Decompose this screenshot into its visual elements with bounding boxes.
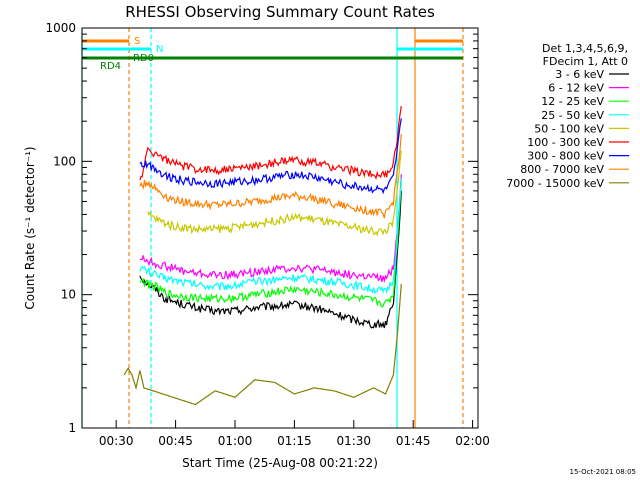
y-tick-label: 10	[61, 288, 76, 302]
series-line	[139, 118, 402, 195]
legend-header: Det 1,3,4,5,6,9,	[542, 42, 628, 55]
annotation-n: N	[156, 44, 163, 55]
annotation-rd4: RD4	[100, 61, 121, 72]
x-tick-label: 01:00	[218, 434, 253, 448]
series-line	[123, 284, 402, 406]
timestamp: 15-Oct-2021 08:05	[570, 468, 636, 476]
x-tick-label: 00:45	[158, 434, 193, 448]
x-tick-label: 01:15	[277, 434, 312, 448]
annotation-rd0: RD0	[133, 53, 154, 64]
x-tick-label: 00:30	[99, 434, 134, 448]
chart-title: RHESSI Observing Summary Count Rates	[125, 3, 435, 21]
legend: Det 1,3,4,5,6,9,FDecim 1, Att 03 - 6 keV…	[506, 42, 629, 190]
plot-frame	[81, 27, 479, 429]
series-line	[139, 181, 402, 308]
x-tick-label: 02:00	[455, 434, 490, 448]
x-tick-label: 01:30	[336, 434, 371, 448]
annotation-s: S	[134, 36, 140, 47]
legend-label: 800 - 7000 keV	[520, 163, 604, 176]
legend-label: 25 - 50 keV	[541, 109, 604, 122]
series-line	[139, 177, 402, 295]
legend-label: 50 - 100 keV	[534, 122, 604, 135]
axes-layer: 00:30 00:45 01:00 01:15 01:30 01:45 02:00 1 10 10…	[45, 21, 489, 448]
y-tick-label: 1000	[45, 21, 76, 35]
legend-label: 300 - 800 keV	[527, 150, 604, 163]
series-line	[139, 190, 402, 329]
series-line	[139, 105, 402, 181]
y-tick-label: 1	[68, 421, 76, 435]
legend-label: 12 - 25 keV	[541, 95, 604, 108]
series-line	[139, 134, 402, 219]
y-tick-label: 100	[53, 154, 76, 168]
series-line	[147, 150, 402, 237]
y-axis-label: Count Rate (s⁻¹ detector⁻¹)	[23, 146, 37, 309]
legend-label: 100 - 300 keV	[527, 136, 604, 149]
x-tick-label: 01:45	[396, 434, 431, 448]
series-layer	[123, 105, 402, 406]
legend-label: 7000 - 15000 keV	[506, 177, 604, 190]
series-line	[139, 174, 402, 284]
x-axis-label: Start Time (25-Aug-08 00:21:22)	[182, 456, 378, 470]
legend-header: FDecim 1, Att 0	[543, 55, 628, 68]
legend-label: 6 - 12 keV	[548, 82, 604, 95]
legend-label: 3 - 6 keV	[555, 68, 604, 81]
